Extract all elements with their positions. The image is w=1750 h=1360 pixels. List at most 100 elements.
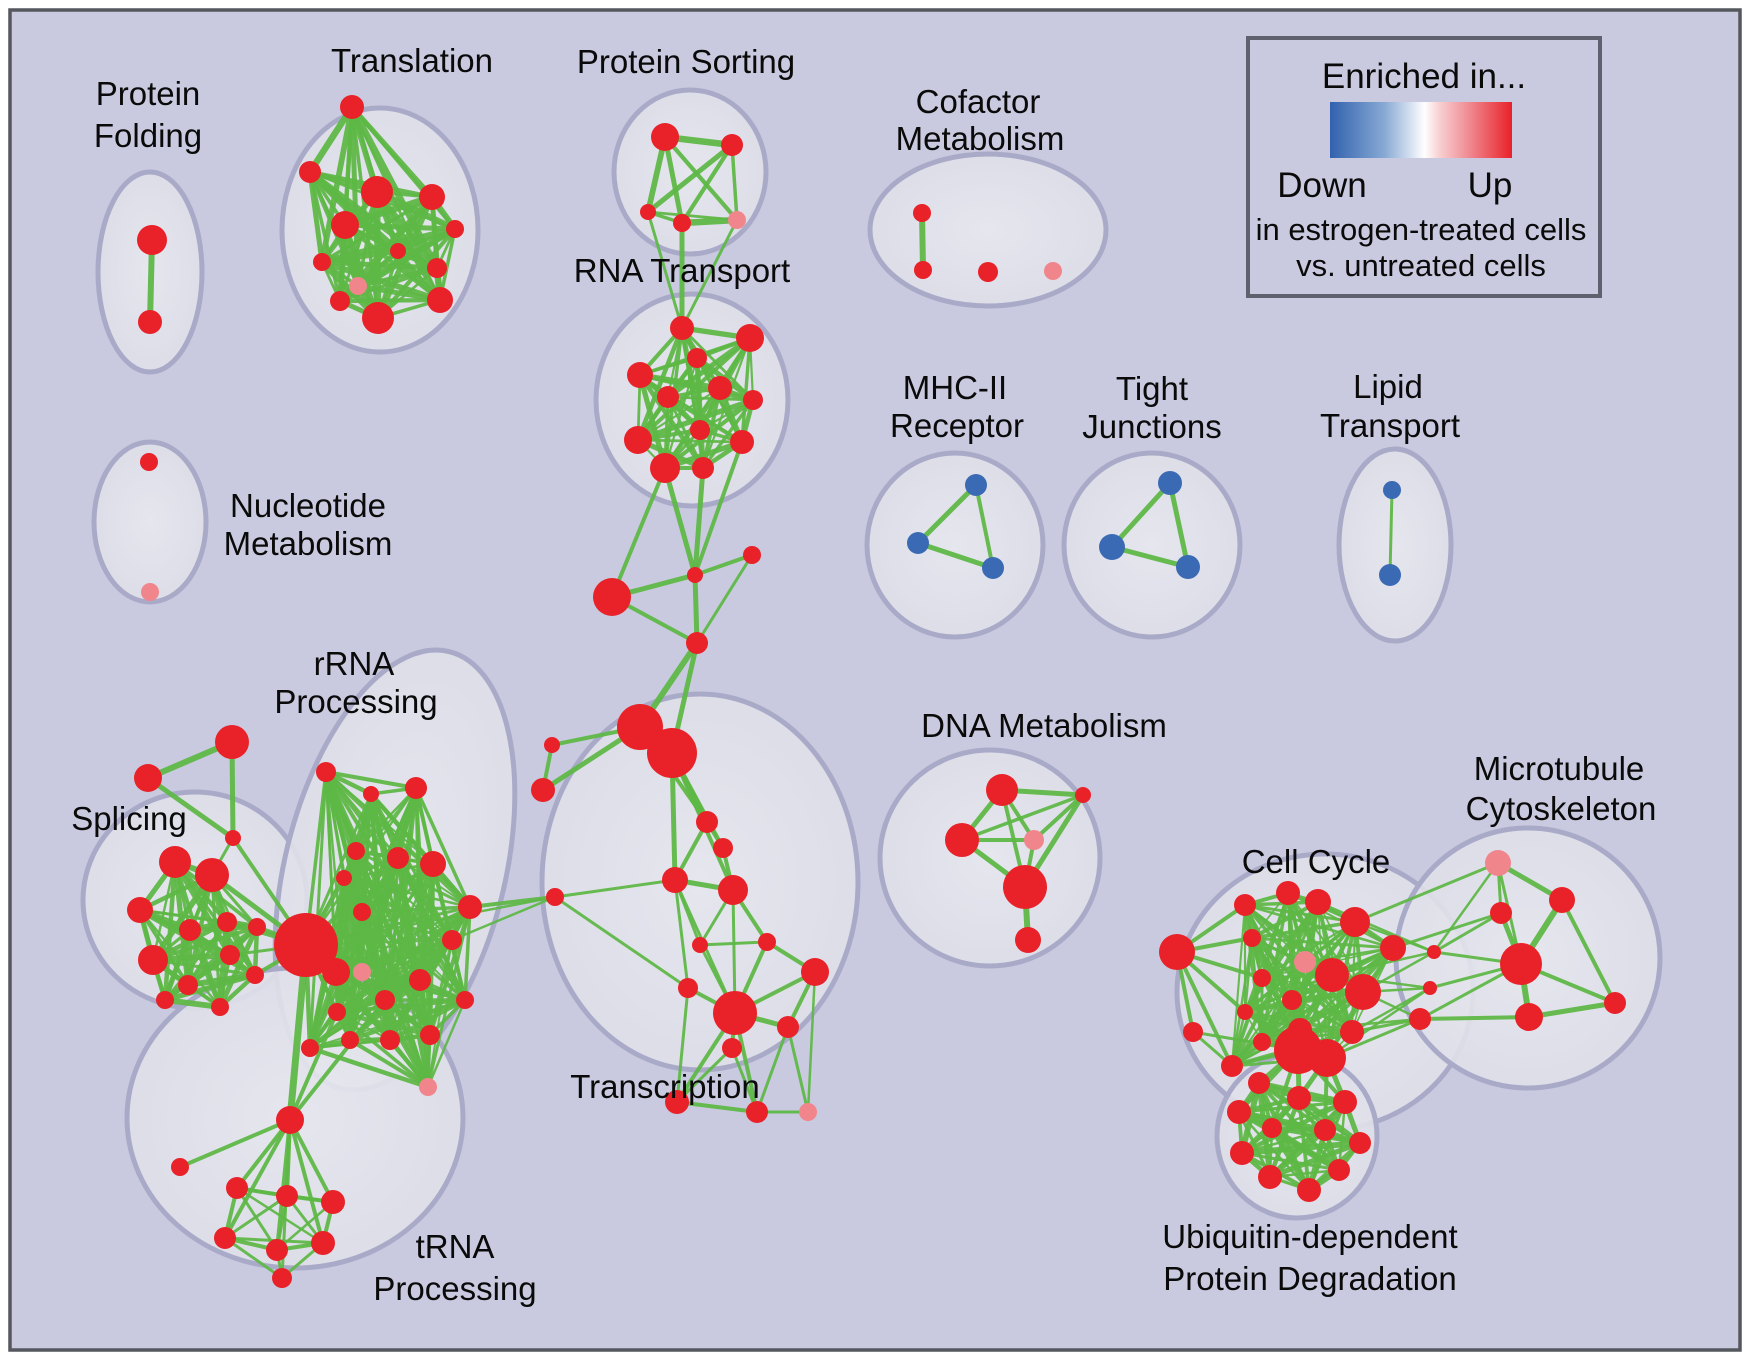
gene-set-node-trna_processing xyxy=(321,1190,345,1214)
gene-set-node-rrna_processing xyxy=(347,842,365,860)
edge-link xyxy=(610,466,667,599)
gene-set-node-rrna_processing xyxy=(375,990,395,1010)
gene-set-node-splicing xyxy=(248,918,266,936)
edge-protein_sorting xyxy=(679,142,735,226)
edge-lipid_transport xyxy=(1388,488,1394,577)
edge-transcription xyxy=(675,986,690,1104)
edge-ubiquitin_degradation xyxy=(1240,1151,1341,1172)
gene-set-node-splicing xyxy=(220,945,240,965)
gene-set-node-ubiquitin_degradation xyxy=(1349,1132,1371,1154)
gene-set-node-cell_cycle xyxy=(1253,969,1271,987)
gene-set-node-rrna_processing xyxy=(458,895,482,919)
gene-set-node-transcription xyxy=(801,958,829,986)
gene-set-node-translation xyxy=(390,243,406,259)
edge-link xyxy=(693,440,744,577)
edge-translation xyxy=(319,104,355,265)
edge-trna_processing xyxy=(178,1118,292,1169)
edge-link xyxy=(646,210,684,330)
gene-set-node-translation xyxy=(446,220,464,238)
gene-set-node-transcription xyxy=(662,867,688,893)
edge-link xyxy=(468,895,557,909)
edge-translation xyxy=(319,259,440,271)
edge-cell_cycle xyxy=(1250,920,1357,940)
cluster-label-trna_processing: Processing xyxy=(373,1270,536,1307)
edge-trna_processing xyxy=(235,1118,292,1190)
edge-ubiquitin_degradation xyxy=(1239,1140,1363,1156)
gene-set-node-trna_processing xyxy=(276,1185,298,1207)
edge-cell_cycle xyxy=(1243,990,1365,1014)
gene-set-node-cell_cycle xyxy=(1427,945,1441,959)
edge-translation xyxy=(320,195,434,264)
edge-rrna_processing xyxy=(359,937,455,975)
gene-set-node-cell_cycle xyxy=(1282,990,1302,1010)
edge-link xyxy=(1353,861,1500,924)
edge-cell_cycle xyxy=(1303,946,1395,964)
gene-set-node-cofactor_metabolism xyxy=(978,262,998,282)
edge-rna_transport xyxy=(740,336,752,444)
edge-cell_cycle xyxy=(1260,920,1357,980)
gene-set-node-microtubule_cytoskeleton xyxy=(1515,1003,1543,1031)
gene-set-node-tight_junctions xyxy=(1099,534,1125,560)
gene-set-node-lipid_transport xyxy=(1383,481,1401,499)
edge-link xyxy=(695,553,754,645)
gene-set-node-free xyxy=(743,546,761,564)
edge-translation xyxy=(355,283,443,303)
edge-link xyxy=(680,218,739,330)
gene-set-node-free xyxy=(531,778,555,802)
gene-set-node-free xyxy=(617,704,663,750)
gene-set-node-free xyxy=(134,764,162,792)
gene-set-node-translation xyxy=(427,287,453,313)
cluster-ellipse-cofactor_metabolism xyxy=(867,151,1109,309)
gene-set-node-cell_cycle xyxy=(1243,929,1261,947)
edge-rna_transport xyxy=(666,395,755,402)
gene-set-node-cell_cycle xyxy=(1409,1008,1431,1030)
gene-set-node-splicing xyxy=(159,846,191,878)
gene-set-node-rrna_processing xyxy=(353,963,371,981)
edge-translation xyxy=(341,193,436,229)
gene-set-node-trna_processing xyxy=(276,1106,304,1134)
edge-cell_cycle xyxy=(1250,936,1395,950)
gene-set-node-lipid_transport xyxy=(1379,564,1401,586)
gene-set-node-cell_cycle xyxy=(1305,889,1331,915)
edge-rrna_processing xyxy=(414,786,472,909)
gene-set-node-cell_cycle xyxy=(1315,958,1349,992)
cluster-label-microtubule_cytoskeleton: Cytoskeleton xyxy=(1466,790,1657,827)
edge-rrna_processing xyxy=(308,770,328,1050)
cluster-label-cell_cycle: Cell Cycle xyxy=(1242,843,1391,880)
edge-rrna_processing xyxy=(360,905,472,914)
gene-set-node-trna_processing xyxy=(214,1227,236,1249)
gene-set-node-translation xyxy=(427,258,447,278)
gene-set-node-dna_metabolism xyxy=(1075,787,1091,803)
cluster-label-tight_junctions: Tight xyxy=(1116,370,1188,407)
cluster-ellipse-tight_junctions xyxy=(1061,450,1243,640)
gene-set-node-dna_metabolism xyxy=(986,774,1018,806)
edge-rna_transport xyxy=(635,325,685,443)
gene-set-node-rna_transport xyxy=(650,453,680,483)
cluster-label-mhc_ii_receptor: Receptor xyxy=(890,407,1024,444)
gene-set-node-rrna_processing xyxy=(353,903,371,921)
gene-set-node-ubiquitin_degradation xyxy=(1248,1072,1270,1094)
gene-set-node-ubiquitin_degradation xyxy=(1314,1119,1336,1141)
edge-splicing xyxy=(138,908,190,987)
gene-set-node-cell_cycle xyxy=(1340,1020,1364,1044)
gene-set-node-translation xyxy=(313,253,331,271)
cluster-label-ubiquitin_degradation: Protein Degradation xyxy=(1163,1260,1457,1297)
cluster-label-rna_transport: RNA Transport xyxy=(574,252,790,289)
gene-set-node-transcription xyxy=(746,1101,768,1123)
edge-rrna_processing xyxy=(426,998,467,1089)
edge-ubiquitin_degradation xyxy=(1267,1140,1363,1180)
edge-link xyxy=(288,1010,339,1122)
gene-set-node-ubiquitin_degradation xyxy=(1227,1100,1251,1124)
gene-set-node-free xyxy=(544,737,560,753)
cluster-label-translation: Translation xyxy=(331,42,493,79)
gene-set-node-rrna_processing xyxy=(322,958,350,986)
edge-cofactor_metabolism xyxy=(919,210,926,273)
gene-set-node-mhc_ii_receptor xyxy=(965,474,987,496)
edge-rna_transport xyxy=(636,438,744,444)
cluster-label-lipid_transport: Transport xyxy=(1320,407,1460,444)
edge-rna_transport xyxy=(637,372,756,403)
gene-set-node-rrna_processing xyxy=(419,1078,437,1096)
edge-rrna_processing xyxy=(347,1037,431,1090)
edge-rrna_processing xyxy=(388,1038,430,1089)
gene-set-node-transcription xyxy=(692,937,708,953)
